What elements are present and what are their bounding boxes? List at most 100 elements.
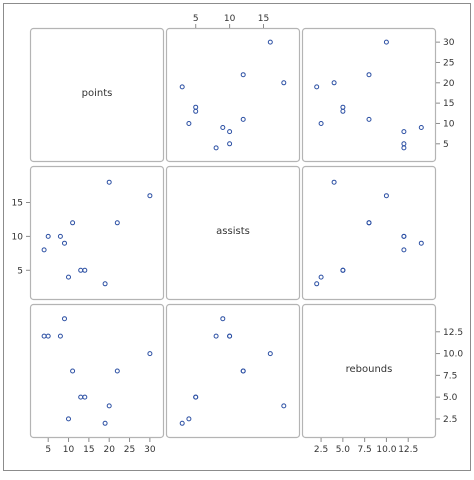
- data-point: [82, 267, 88, 273]
- data-point: [186, 121, 192, 126]
- data-point: [366, 116, 372, 122]
- data-point: [45, 233, 51, 239]
- tick-label-assists: 10: [12, 232, 24, 242]
- panel-assists-vs-assists: assists: [165, 165, 301, 301]
- data-point: [62, 316, 67, 322]
- tick-label-points: 25: [443, 58, 454, 68]
- data-point: [383, 193, 389, 199]
- data-point: [193, 104, 199, 110]
- data-point: [267, 39, 273, 45]
- data-point: [401, 233, 407, 239]
- data-point: [340, 267, 346, 273]
- tick-label-rebounds: 7.5: [357, 445, 371, 455]
- tick-label-points: 25: [124, 445, 135, 455]
- data-point: [82, 394, 88, 400]
- data-point: [193, 394, 199, 400]
- data-point: [179, 84, 185, 90]
- panel-assists-vs-points: [29, 165, 165, 301]
- data-point: [106, 179, 112, 185]
- data-point: [66, 274, 71, 280]
- data-point: [366, 220, 372, 226]
- data-point: [147, 351, 153, 357]
- tick-label-points: 10: [443, 119, 455, 129]
- tick-label-points: 20: [443, 79, 455, 89]
- tick-label-rebounds: 12.5: [398, 445, 418, 455]
- tick-label-rebounds: 2.5: [443, 415, 457, 425]
- panel-frame: [29, 303, 165, 439]
- data-point: [213, 145, 219, 151]
- data-point: [401, 141, 407, 147]
- variable-label-assists: assists: [216, 226, 250, 237]
- data-point: [70, 220, 76, 226]
- data-point: [318, 121, 324, 126]
- tick-label-assists: 15: [258, 14, 269, 24]
- tick-label-rebounds: 10.0: [443, 350, 463, 360]
- data-point: [102, 281, 108, 287]
- data-point: [186, 416, 192, 422]
- tick-label-rebounds: 7.5: [443, 371, 457, 381]
- panel-frame: [165, 303, 301, 439]
- panel-points-vs-assists: [165, 27, 301, 163]
- data-point: [57, 233, 63, 239]
- data-point: [418, 240, 424, 246]
- data-point: [401, 129, 407, 135]
- data-point: [281, 80, 287, 86]
- tick-label-rebounds: 5.0: [336, 445, 351, 455]
- data-point: [240, 116, 246, 122]
- panel-rebounds-vs-points: [29, 303, 165, 439]
- data-point: [227, 141, 233, 147]
- data-point: [331, 80, 337, 86]
- variable-label-points: points: [82, 88, 113, 99]
- panel-assists-vs-rebounds: [301, 165, 437, 301]
- data-point: [314, 84, 320, 90]
- data-point: [227, 333, 233, 339]
- tick-label-points: 5: [45, 445, 51, 455]
- tick-label-points: 30: [144, 445, 156, 455]
- tick-label-assists: 15: [12, 199, 23, 209]
- tick-layer: 5 10 155 10 15 20 25 30 2.5 5.0 7.5 10.0 12.55101551…: [12, 14, 464, 455]
- data-point: [66, 416, 71, 422]
- tick-label-points: 15: [83, 445, 94, 455]
- panel-points-vs-points: points: [29, 27, 165, 163]
- panel-frame: [165, 165, 301, 301]
- variable-label-rebounds: rebounds: [346, 364, 393, 375]
- tick-label-points: 15: [443, 99, 454, 109]
- data-point: [401, 247, 407, 253]
- tick-label-rebounds: 2.5: [314, 445, 328, 455]
- panel-frame: [301, 165, 437, 301]
- tick-label-points: 10: [63, 445, 75, 455]
- panel-rebounds-vs-assists: [165, 303, 301, 439]
- data-point: [240, 368, 246, 374]
- tick-label-points: 5: [443, 140, 449, 150]
- data-point: [70, 368, 76, 374]
- data-point: [281, 403, 287, 409]
- data-point: [220, 125, 226, 130]
- data-point: [106, 403, 112, 409]
- tick-label-assists: 10: [224, 14, 236, 24]
- data-point: [179, 420, 185, 426]
- data-point: [213, 333, 219, 339]
- data-point: [102, 420, 108, 426]
- panel-layer: points assists rebounds: [29, 27, 437, 439]
- outer-frame: [3, 3, 471, 471]
- tick-label-rebounds: 10.0: [376, 445, 396, 455]
- tick-label-assists: 5: [193, 14, 199, 24]
- data-point: [318, 274, 324, 280]
- data-point: [147, 193, 153, 199]
- panel-frame: [301, 27, 437, 163]
- panel-frame: [29, 165, 165, 301]
- data-point: [41, 247, 47, 253]
- tick-label-points: 30: [443, 38, 455, 48]
- data-point: [383, 39, 389, 45]
- panel-points-vs-rebounds: [301, 27, 437, 163]
- data-point: [220, 316, 226, 322]
- data-point: [45, 333, 51, 339]
- data-point: [418, 125, 424, 130]
- panel-frame: [165, 27, 301, 163]
- tick-label-rebounds: 5.0: [443, 393, 458, 403]
- panel-rebounds-vs-rebounds: rebounds: [301, 303, 437, 439]
- data-point: [366, 72, 372, 78]
- data-point: [227, 129, 233, 135]
